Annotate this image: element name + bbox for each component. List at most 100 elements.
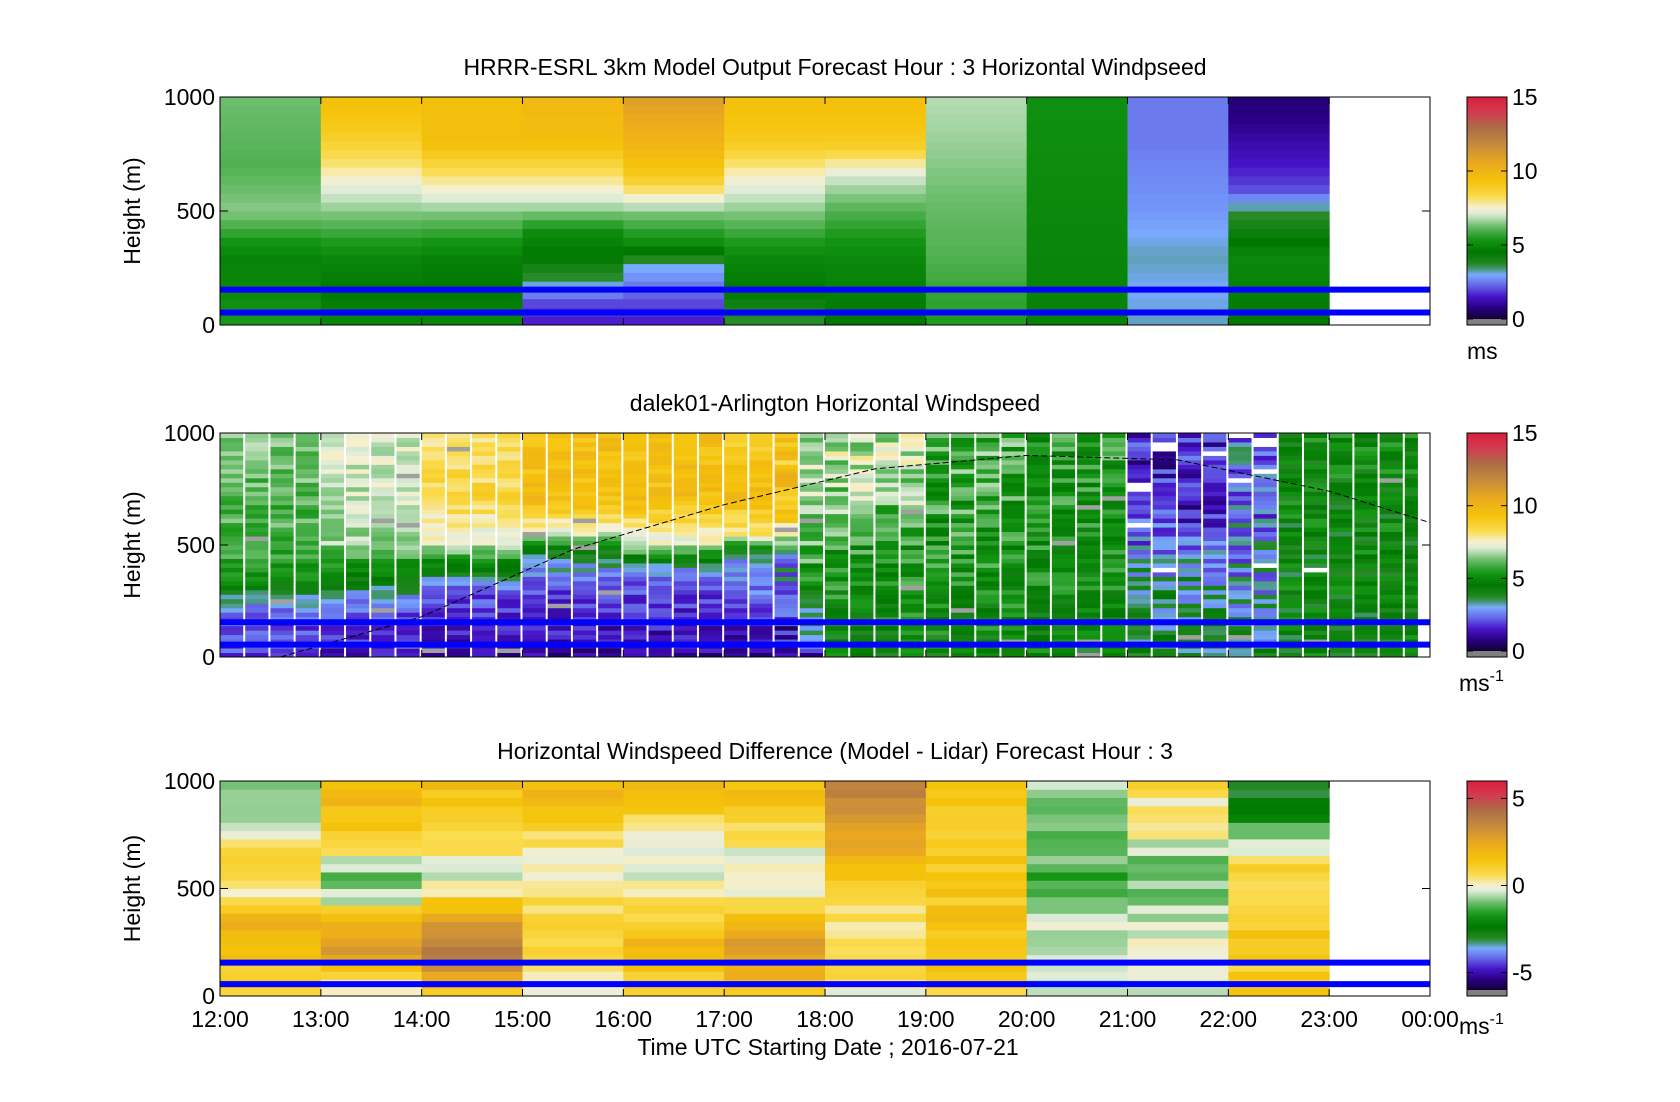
heatmap-cell (1404, 630, 1418, 636)
heatmap-cell (421, 607, 445, 613)
heatmap-cell (698, 509, 723, 515)
heatmap-cell (1228, 847, 1330, 856)
heatmap-cell (320, 441, 345, 447)
heatmap-cell (320, 518, 345, 524)
heatmap-cell (396, 648, 420, 654)
heatmap-cell (421, 921, 523, 931)
heatmap-cell (522, 450, 546, 456)
heatmap-cell (623, 158, 725, 168)
heatmap-cell (497, 473, 521, 479)
heatmap-cell (825, 921, 927, 931)
heatmap-cell (522, 140, 624, 151)
heatmap-cell (951, 639, 975, 645)
heatmap-cell (472, 477, 496, 483)
heatmap-cell (1354, 455, 1378, 461)
heatmap-cell (547, 625, 571, 631)
heatmap-cell (623, 880, 725, 889)
heatmap-cell (1051, 603, 1076, 609)
heatmap-cell (522, 553, 546, 559)
heatmap-cell (623, 254, 725, 265)
heatmap-cell (1253, 594, 1277, 600)
heatmap-cell (799, 527, 823, 533)
heatmap-cell (320, 531, 345, 537)
heatmap-cell (1152, 625, 1176, 631)
heatmap-cell (472, 500, 496, 506)
heatmap-cell (673, 477, 697, 483)
heatmap-cell (799, 437, 823, 443)
heatmap-cell (1278, 455, 1302, 461)
heatmap-cell (1303, 576, 1328, 582)
heatmap-cell (396, 473, 420, 479)
heatmap-cell (623, 531, 647, 537)
heatmap-cell (220, 254, 322, 265)
heatmap-cell (673, 522, 697, 528)
heatmap-cell (1379, 639, 1403, 645)
heatmap-cell (421, 123, 523, 133)
heatmap-cell (220, 805, 322, 815)
heatmap-cell (396, 495, 420, 501)
heatmap-cell (1278, 536, 1302, 542)
heatmap-cell (1203, 558, 1227, 564)
heatmap-cell (825, 567, 849, 573)
heatmap-cell (547, 477, 571, 483)
heatmap-cell (1329, 513, 1353, 519)
heatmap-cell (1303, 459, 1328, 465)
heatmap-cell (371, 522, 395, 528)
heatmap-cell (825, 254, 927, 265)
heatmap-cell (320, 281, 423, 291)
heatmap-cell (472, 571, 496, 577)
heatmap-cell (825, 527, 849, 533)
heatmap-cell (1127, 781, 1229, 790)
overlay-curve (280, 454, 1430, 657)
heatmap-cell (522, 193, 624, 203)
heatmap-cell (245, 558, 269, 564)
heatmap-cell (421, 114, 523, 124)
heatmap-cell (421, 612, 445, 618)
heatmap-cell (1177, 558, 1202, 564)
heatmap-cell (295, 652, 319, 657)
heatmap-cell (295, 500, 319, 506)
heatmap-cell (270, 612, 294, 618)
heatmap-cell (446, 473, 471, 479)
heatmap-cell (1379, 567, 1403, 573)
heatmap-cell (396, 486, 420, 492)
heatmap-cell (1077, 585, 1101, 591)
heatmap-cell (1354, 495, 1378, 501)
heatmap-cell (850, 562, 874, 568)
heatmap-cell (1026, 838, 1128, 848)
heatmap-cell (1026, 558, 1050, 564)
heatmap-cell (976, 437, 1000, 443)
heatmap-cell (1253, 630, 1277, 636)
heatmap-cell (1228, 558, 1252, 564)
heatmap-cell (522, 789, 624, 799)
heatmap-cell (220, 929, 322, 939)
heatmap-cell (1001, 558, 1025, 564)
heatmap-cell (673, 433, 697, 438)
heatmap-cell (1026, 149, 1128, 159)
heatmap-cell (346, 513, 370, 519)
heatmap-cell (875, 540, 899, 546)
heatmap-cell (1228, 504, 1252, 510)
x-tick-label: 20:00 (998, 1006, 1056, 1032)
heatmap-cell (1127, 789, 1229, 799)
heatmap-cell (547, 576, 571, 582)
heatmap-cell (320, 634, 345, 640)
heatmap-cell (522, 905, 624, 914)
heatmap-cell (396, 594, 420, 600)
heatmap-cell (547, 598, 571, 604)
heatmap-cell (1051, 433, 1076, 438)
heatmap-cell (925, 522, 950, 528)
heatmap-cell (623, 598, 647, 604)
heatmap-cell (1026, 855, 1128, 865)
heatmap-cell (925, 847, 1028, 856)
heatmap-cell (1127, 905, 1229, 914)
heatmap-cell (1404, 527, 1418, 533)
heatmap-cell (421, 468, 445, 474)
heatmap-cell (220, 797, 322, 807)
heatmap-cell (220, 549, 244, 555)
heatmap-cell (648, 576, 672, 582)
heatmap-cell (951, 433, 975, 438)
heatmap-cell (1278, 648, 1302, 654)
heatmap-cell (220, 281, 322, 291)
heatmap-cell (1026, 987, 1128, 996)
